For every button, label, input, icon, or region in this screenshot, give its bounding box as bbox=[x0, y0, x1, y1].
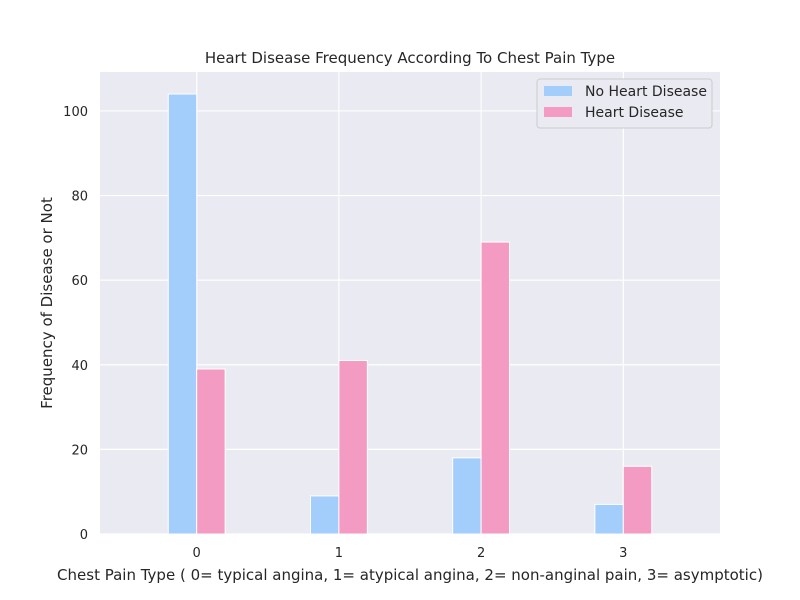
chart-title: Heart Disease Frequency According To Che… bbox=[205, 49, 615, 67]
y-tick-labels: 0 20 40 60 80 100 bbox=[63, 105, 88, 543]
legend-label-no-heart-disease: No Heart Disease bbox=[585, 84, 707, 100]
bar-no-heart-disease-2 bbox=[452, 457, 482, 535]
bar-no-heart-disease-1 bbox=[309, 495, 340, 535]
y-tick-label: 80 bbox=[71, 190, 88, 205]
y-axis-label: Frequency of Disease or Not bbox=[38, 197, 56, 409]
bar-heart-disease-3 bbox=[622, 465, 653, 535]
x-tick-labels: 0 1 2 3 bbox=[193, 546, 628, 561]
legend-box bbox=[536, 78, 713, 129]
y-tick-label: 100 bbox=[63, 105, 88, 120]
y-tick-label: 60 bbox=[71, 274, 88, 289]
grid-lines bbox=[100, 72, 720, 535]
bar-heart-disease-0 bbox=[196, 368, 226, 535]
x-tick-label: 0 bbox=[193, 546, 201, 561]
x-axis-label: Chest Pain Type ( 0= typical angina, 1= … bbox=[57, 566, 763, 584]
bars bbox=[167, 93, 653, 535]
x-tick-label: 2 bbox=[477, 546, 485, 561]
bar-no-heart-disease-3 bbox=[594, 503, 624, 535]
bar-heart-disease-1 bbox=[338, 360, 368, 535]
y-tick-label: 20 bbox=[71, 443, 88, 458]
x-tick-label: 1 bbox=[335, 546, 343, 561]
x-tick-label: 3 bbox=[619, 546, 627, 561]
bar-no-heart-disease-0 bbox=[167, 93, 198, 535]
legend: No Heart Disease Heart Disease bbox=[536, 78, 713, 129]
legend-swatch-heart-disease bbox=[544, 107, 572, 117]
y-tick-label: 40 bbox=[71, 359, 88, 374]
bar-heart-disease-2 bbox=[480, 241, 511, 535]
y-tick-label: 0 bbox=[80, 528, 88, 543]
legend-label-heart-disease: Heart Disease bbox=[585, 105, 683, 121]
legend-swatch-no-heart-disease bbox=[544, 86, 572, 96]
